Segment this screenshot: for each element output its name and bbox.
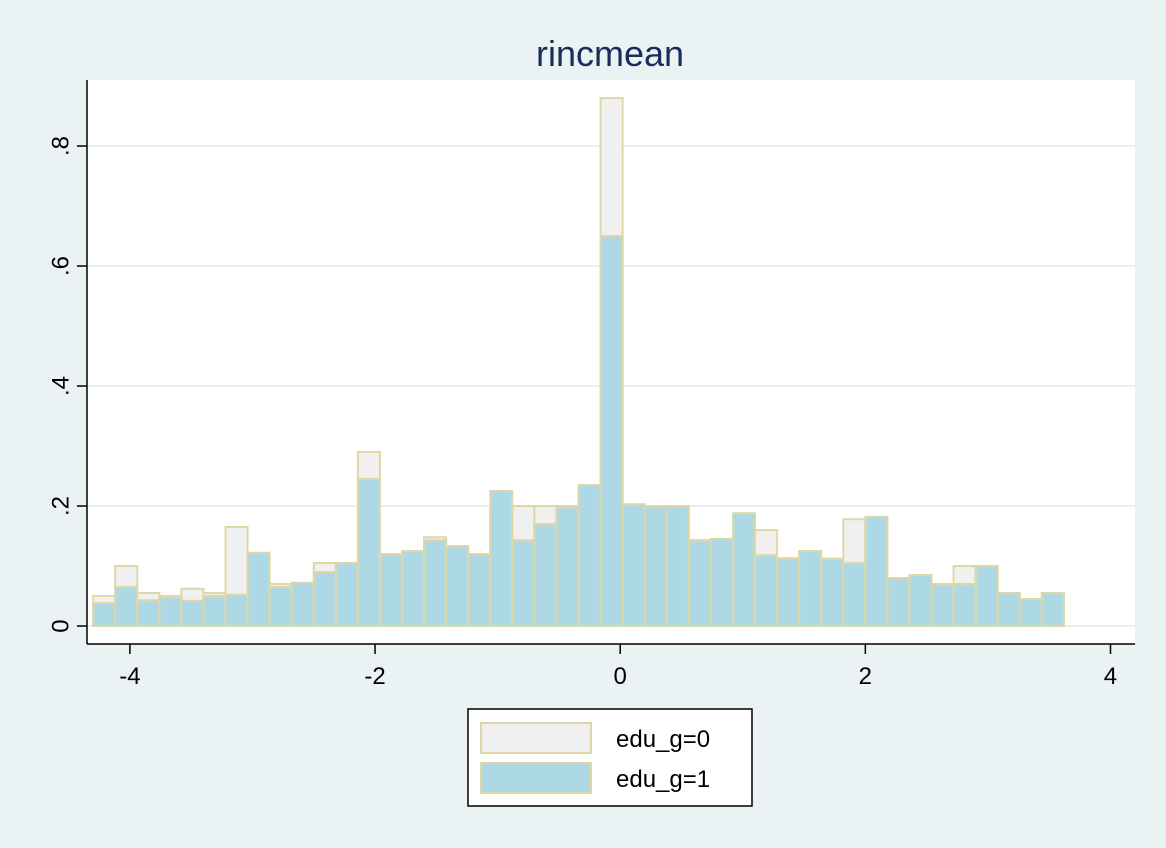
x-tick-label-4: 4 bbox=[1104, 663, 1117, 690]
bar-series-1-39 bbox=[952, 583, 977, 627]
bar-series-1-17 bbox=[467, 553, 492, 627]
y-tick-label-4: .8 bbox=[48, 136, 75, 156]
bar-series-1-6 bbox=[224, 593, 249, 627]
bar-series-1-2 bbox=[136, 599, 161, 628]
x-tick-label-0: -4 bbox=[119, 663, 140, 690]
bar-series-1-18 bbox=[489, 490, 514, 627]
bar-series-1-4 bbox=[180, 599, 205, 627]
legend: edu_g=0 edu_g=1 bbox=[467, 708, 753, 807]
bar-series-1-33 bbox=[820, 557, 845, 627]
bar-series-1-29 bbox=[731, 512, 757, 628]
bar-series-1-43 bbox=[1040, 592, 1065, 627]
bar-series-1-8 bbox=[268, 586, 293, 627]
bar-series-1-41 bbox=[996, 592, 1021, 627]
legend-label-edu-g-0: edu_g=0 bbox=[616, 726, 710, 753]
bar-series-1-26 bbox=[665, 505, 690, 627]
bar-series-1-7 bbox=[246, 551, 271, 627]
bar-series-1-40 bbox=[974, 565, 999, 627]
bar-series-1-20 bbox=[533, 523, 558, 627]
legend-swatch-edu-g-1 bbox=[480, 762, 592, 794]
chart-title: rincmean bbox=[536, 33, 684, 74]
bar-series-1-36 bbox=[886, 577, 911, 627]
x-tick-label-2: 0 bbox=[614, 663, 627, 690]
axis-ticks: -4 -2 0 2 4 0 .2 .4 .6 .8 bbox=[48, 136, 1118, 690]
bar-series-1-15 bbox=[423, 539, 448, 628]
bar-series-1-37 bbox=[908, 574, 933, 627]
bar-series-1-9 bbox=[290, 581, 315, 627]
bar-series-1-22 bbox=[577, 484, 602, 627]
bar-series-1-35 bbox=[864, 515, 889, 627]
bar-groups bbox=[92, 97, 1065, 628]
bar-series-1-25 bbox=[643, 505, 668, 627]
bar-series-1-0 bbox=[92, 602, 117, 628]
bar-series-1-5 bbox=[202, 595, 227, 627]
y-tick-label-2: .4 bbox=[48, 376, 75, 396]
bar-series-1-23 bbox=[599, 235, 624, 627]
bar-series-1-16 bbox=[445, 545, 470, 628]
bar-series-1-42 bbox=[1018, 598, 1043, 627]
legend-swatch-edu-g-0 bbox=[480, 722, 592, 754]
bar-series-1-1 bbox=[114, 586, 139, 627]
axes bbox=[86, 80, 1135, 645]
bar-series-1-11 bbox=[334, 562, 359, 627]
x-tick-label-3: 2 bbox=[859, 663, 872, 690]
bar-series-1-28 bbox=[709, 538, 734, 627]
bar-series-1-21 bbox=[555, 506, 580, 628]
y-tick-label-1: .2 bbox=[48, 496, 75, 516]
series-1-bars bbox=[92, 235, 1065, 628]
bar-series-1-34 bbox=[842, 562, 867, 627]
bar-series-1-13 bbox=[378, 553, 404, 627]
bar-series-1-3 bbox=[158, 596, 183, 628]
bar-series-1-38 bbox=[930, 583, 955, 627]
bar-series-1-12 bbox=[356, 478, 381, 627]
bar-series-1-14 bbox=[401, 550, 426, 627]
bar-series-1-32 bbox=[798, 550, 823, 627]
bar-series-1-19 bbox=[511, 539, 536, 628]
legend-label-edu-g-1: edu_g=1 bbox=[616, 766, 710, 793]
bar-series-1-31 bbox=[776, 557, 801, 628]
y-tick-label-3: .6 bbox=[48, 256, 75, 276]
bar-series-1-30 bbox=[754, 554, 779, 628]
bar-series-1-24 bbox=[621, 503, 646, 628]
y-tick-label-0: 0 bbox=[48, 619, 75, 632]
x-tick-label-1: -2 bbox=[364, 663, 385, 690]
bar-series-1-10 bbox=[312, 571, 337, 627]
bar-series-1-27 bbox=[687, 539, 712, 628]
